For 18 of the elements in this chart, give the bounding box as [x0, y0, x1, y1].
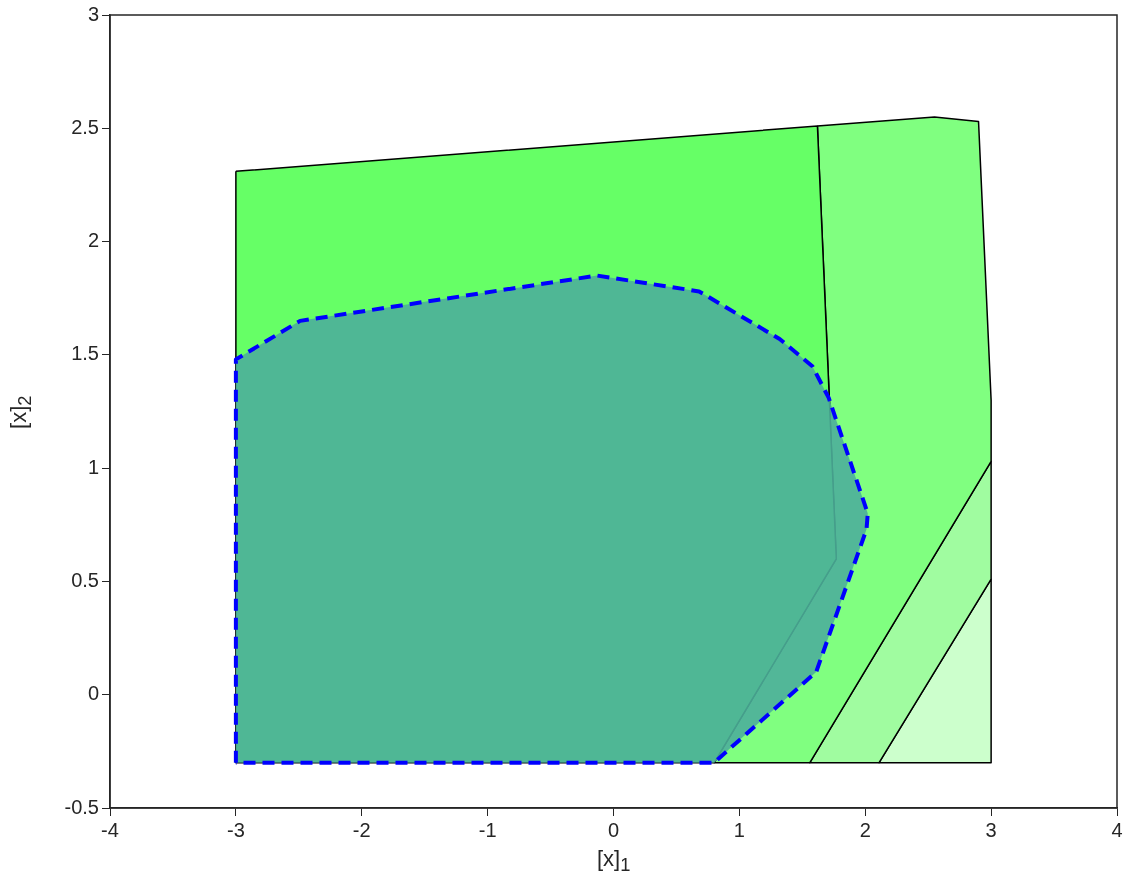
x-tick-label: -1: [478, 818, 497, 841]
x-tick-label: 0: [607, 818, 620, 841]
x-tick-label: 1: [733, 818, 745, 841]
y-tick-label: 3: [87, 2, 99, 25]
y-tick-label: -0.5: [64, 795, 99, 818]
y-tick-label: 0.5: [71, 568, 99, 591]
y-tick-label: 1: [87, 455, 99, 478]
y-tick-label: 0: [87, 682, 99, 705]
x-tick-label: 3: [985, 818, 997, 841]
x-tick-label: -4: [101, 818, 119, 841]
x-tick-label: -3: [226, 818, 245, 841]
y-tick-label: 2: [87, 229, 99, 252]
x-tick-label: -2: [352, 818, 371, 841]
x-tick-label: 4: [1111, 818, 1123, 841]
y-tick-label: 2.5: [71, 115, 99, 138]
y-tick-label: 1.5: [71, 342, 99, 365]
x-axis-title: [x]$_{1}$: [597, 846, 631, 877]
x-tick-label: 2: [859, 818, 871, 841]
